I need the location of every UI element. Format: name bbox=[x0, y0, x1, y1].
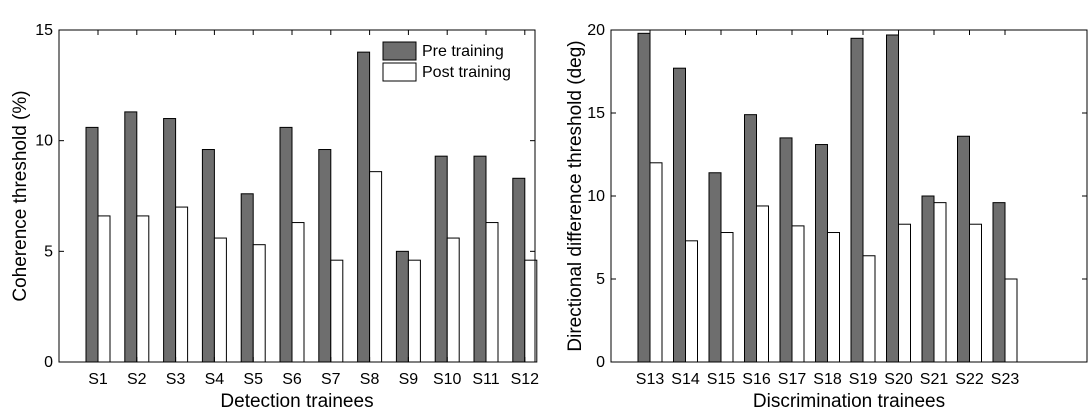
post-training-bar-s4 bbox=[213, 237, 227, 363]
y-tick-label: 0 bbox=[596, 354, 605, 371]
pre-training-bar-s12 bbox=[512, 177, 526, 363]
post-training-bar-s16 bbox=[756, 205, 769, 363]
y-tick-label: 10 bbox=[587, 188, 605, 205]
pre-training-bar-s4 bbox=[201, 149, 215, 363]
pre-training-bar-s18 bbox=[815, 144, 828, 363]
post-training-bar-s21 bbox=[933, 202, 947, 363]
x-tick-label-s17: S17 bbox=[778, 371, 807, 388]
right-chart-x-axis-label: Discrimination trainees bbox=[753, 391, 945, 412]
right-chart-x-ticks: S13 S14 S15 S16 S17 S18 S19 S20 S21 S22 S23 bbox=[636, 30, 1020, 388]
left-chart-bars bbox=[85, 51, 538, 363]
x-tick-label-s2: S2 bbox=[127, 371, 147, 388]
right-chart-y-axis-label: Directional difference threshold (deg) bbox=[565, 40, 586, 351]
pre-training-bar-s21 bbox=[921, 195, 935, 363]
legend-pre-training-label: Pre training bbox=[422, 43, 504, 60]
post-training-bar-s3 bbox=[175, 206, 189, 363]
y-tick-label: 0 bbox=[44, 354, 53, 371]
x-tick-label-s18: S18 bbox=[813, 371, 842, 388]
pre-training-bar-s9 bbox=[395, 250, 409, 363]
post-training-bar-s7 bbox=[330, 259, 344, 363]
x-tick-label-s7: S7 bbox=[321, 371, 341, 388]
y-tick-label: 5 bbox=[44, 243, 53, 260]
pre-training-bar-s6 bbox=[279, 126, 293, 363]
pre-training-bar-s15 bbox=[708, 172, 722, 363]
post-training-bar-s8 bbox=[369, 171, 383, 363]
pre-training-bar-s22 bbox=[957, 135, 970, 363]
x-tick-label-s22: S22 bbox=[955, 371, 984, 388]
y-tick-label: 10 bbox=[35, 133, 53, 150]
x-tick-label-s13: S13 bbox=[636, 371, 665, 388]
post-training-bar-s2 bbox=[136, 215, 150, 363]
legend-post-training-swatch bbox=[382, 62, 417, 82]
left-chart-x-axis-label: Detection trainees bbox=[220, 391, 373, 412]
left-chart-frame bbox=[58, 29, 536, 363]
pre-training-bar-s2 bbox=[124, 111, 138, 363]
pre-training-bar-s11 bbox=[473, 155, 487, 363]
post-training-bar-s20 bbox=[898, 223, 911, 363]
post-training-bar-s23 bbox=[1004, 278, 1018, 363]
x-tick-label-s15: S15 bbox=[707, 371, 736, 388]
x-tick-label-s12: S12 bbox=[511, 371, 540, 388]
y-tick-label: 15 bbox=[35, 22, 53, 39]
post-training-bar-s10 bbox=[446, 237, 460, 363]
right-chart-bars bbox=[637, 32, 1018, 363]
y-tick-label: 15 bbox=[587, 105, 605, 122]
post-training-bar-s18 bbox=[827, 232, 840, 363]
y-tick-label: 5 bbox=[596, 271, 605, 288]
legend-pre-training-swatch bbox=[382, 41, 417, 61]
pre-training-bar-s10 bbox=[434, 155, 448, 363]
x-tick-label-s21: S21 bbox=[920, 371, 949, 388]
post-training-bar-s11 bbox=[485, 222, 499, 363]
post-training-bar-s14 bbox=[685, 240, 698, 363]
x-tick-label-s11: S11 bbox=[472, 371, 499, 388]
pre-training-bar-s20 bbox=[886, 34, 899, 363]
x-tick-label-s10: S10 bbox=[433, 371, 462, 388]
pre-training-bar-s17 bbox=[779, 137, 793, 363]
post-training-bar-s5 bbox=[252, 244, 266, 363]
left-chart-panel: 0 5 10 15 S1 S2 S3 S4 S5 S6 S7 S8 S9 S10 S11 S12 Detec… bbox=[10, 22, 539, 412]
post-training-bar-s17 bbox=[791, 225, 805, 363]
x-tick-label-s4: S4 bbox=[205, 371, 225, 388]
post-training-bar-s6 bbox=[291, 222, 305, 363]
chart-legend: Pre training Post training bbox=[382, 41, 511, 82]
pre-training-bar-s19 bbox=[850, 37, 864, 363]
left-chart-x-ticks: S1 S2 S3 S4 S5 S6 S7 S8 S9 S10 S11 S12 bbox=[88, 30, 539, 388]
legend-post-training-label: Post training bbox=[422, 64, 511, 81]
x-tick-label-s3: S3 bbox=[166, 371, 186, 388]
pre-training-bar-s5 bbox=[240, 193, 254, 363]
post-training-bar-s15 bbox=[720, 232, 734, 363]
left-chart-y-ticks: 0 5 10 15 bbox=[35, 22, 535, 371]
pre-training-bar-s8 bbox=[357, 51, 371, 363]
pre-training-bar-s13 bbox=[637, 32, 651, 363]
pre-training-bar-s16 bbox=[744, 114, 757, 363]
x-tick-label-s23: S23 bbox=[991, 371, 1020, 388]
x-tick-label-s19: S19 bbox=[849, 371, 878, 388]
post-training-bar-s22 bbox=[969, 223, 982, 363]
post-training-bar-s9 bbox=[407, 259, 421, 363]
x-tick-label-s5: S5 bbox=[243, 371, 263, 388]
x-tick-label-s14: S14 bbox=[671, 371, 700, 388]
left-chart-y-axis-label: Coherence threshold (%) bbox=[10, 90, 31, 301]
pre-training-bar-s23 bbox=[992, 202, 1006, 363]
right-chart-y-ticks: 0 5 10 15 20 bbox=[587, 22, 1087, 371]
x-tick-label-s9: S9 bbox=[399, 371, 419, 388]
post-training-bar-s13 bbox=[649, 162, 663, 363]
pre-training-bar-s3 bbox=[163, 118, 177, 363]
y-tick-label: 20 bbox=[587, 22, 605, 39]
pre-training-bar-s7 bbox=[318, 149, 332, 363]
pre-training-bar-s14 bbox=[673, 67, 686, 363]
x-tick-label-s6: S6 bbox=[282, 371, 302, 388]
pre-training-bar-s1 bbox=[85, 126, 99, 363]
x-tick-label-s20: S20 bbox=[884, 371, 913, 388]
x-tick-label-s8: S8 bbox=[360, 371, 380, 388]
x-tick-label-s1: S1 bbox=[88, 371, 108, 388]
post-training-bar-s19 bbox=[862, 255, 876, 363]
post-training-bar-s1 bbox=[97, 215, 111, 363]
x-tick-label-s16: S16 bbox=[742, 371, 771, 388]
